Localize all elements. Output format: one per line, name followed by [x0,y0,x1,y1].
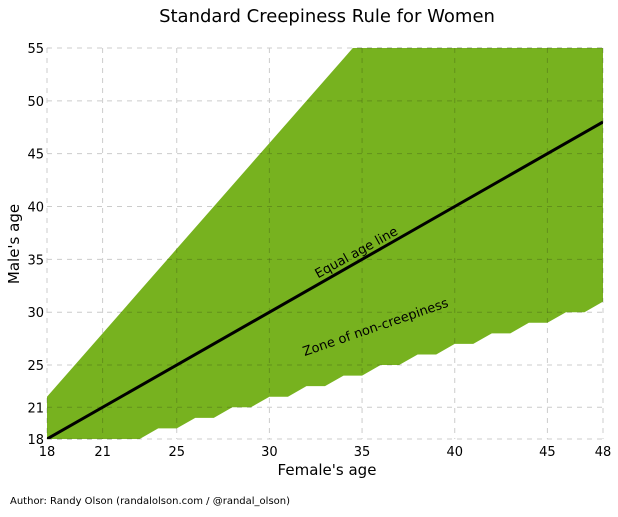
y-tick-label: 35 [27,253,44,268]
x-tick-label: 25 [168,445,185,460]
y-tick-label: 50 [27,95,44,110]
y-tick-label: 40 [27,201,44,216]
non-creepiness-area [47,48,603,439]
tick-labels: 18 21 25 30 35 40 45 48 18 21 25 30 35 40 45 50 55 [27,42,611,460]
x-axis-label: Female's age [278,461,377,479]
x-tick-label: 35 [354,445,371,460]
y-tick-label: 30 [27,306,44,321]
author-credit: Author: Randy Olson (randalolson.com / @… [10,496,290,507]
y-tick-label: 45 [27,148,44,163]
x-tick-label: 30 [261,445,278,460]
equal-age-line [47,120,603,439]
x-tick-label: 40 [446,445,463,460]
y-tick-label: 18 [27,433,44,448]
y-tick-label: 25 [27,359,44,374]
x-tick-label: 45 [539,445,556,460]
x-tick-label: 18 [39,445,56,460]
y-axis-label: Male's age [5,204,23,284]
x-tick-label: 21 [94,445,111,460]
y-tick-label: 55 [27,42,44,57]
chart-title: Standard Creepiness Rule for Women [159,6,495,27]
y-tick-label: 21 [27,401,44,416]
x-tick-label: 48 [595,445,612,460]
